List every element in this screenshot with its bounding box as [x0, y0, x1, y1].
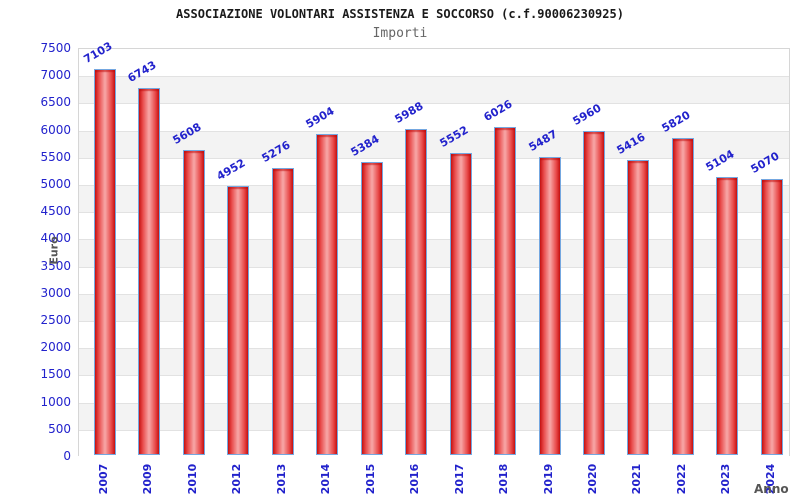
bar-2021 [627, 160, 650, 455]
x-tick-2016: 2016 [408, 463, 422, 495]
bar-2023 [716, 177, 739, 455]
bar-2017 [449, 152, 472, 455]
x-tick-2018: 2018 [497, 463, 511, 495]
bar-2014 [316, 133, 339, 455]
bar-2009 [138, 88, 161, 455]
x-tick-2009: 2009 [141, 463, 155, 495]
y-tick-7000: 7000 [40, 68, 71, 83]
x-tick-2021: 2021 [630, 463, 644, 495]
gridline [79, 76, 789, 78]
bar-2013 [271, 168, 294, 455]
bar-2016 [405, 129, 428, 455]
bar-2022 [671, 138, 694, 455]
bar-2010 [182, 149, 205, 455]
gridline [79, 130, 789, 132]
gridline [79, 266, 789, 268]
gridline [79, 375, 789, 377]
bar-2019 [538, 156, 561, 455]
y-tick-6000: 6000 [40, 122, 71, 137]
y-tick-6500: 6500 [40, 95, 71, 110]
y-tick-1500: 1500 [40, 367, 71, 382]
bar-2024 [760, 179, 783, 455]
x-tick-2007: 2007 [97, 463, 110, 495]
chart-subtitle: Importi [372, 26, 428, 41]
y-tick-2000: 2000 [40, 340, 71, 355]
bar-2007 [94, 68, 116, 455]
bar-2015 [360, 162, 383, 455]
gridline [79, 429, 789, 431]
bar-2018 [494, 127, 517, 455]
y-tick-3000: 3000 [40, 285, 71, 300]
y-tick-5500: 5500 [40, 149, 71, 164]
gridline [79, 103, 789, 105]
y-tick-4500: 4500 [40, 204, 71, 219]
y-tick-5000: 5000 [40, 177, 71, 191]
grid-band [79, 103, 789, 131]
bar-2012 [227, 185, 250, 455]
gridline [79, 321, 789, 322]
gridline [79, 239, 789, 241]
grid-band [79, 49, 789, 77]
gridline [79, 185, 789, 186]
grid-band [79, 76, 789, 104]
x-tick-2014: 2014 [319, 463, 333, 495]
gridline [79, 293, 789, 295]
y-tick-500: 500 [48, 421, 71, 436]
chart-title: ASSOCIAZIONE VOLONTARI ASSISTENZA E SOCC… [176, 7, 624, 21]
y-axis-title: Euro [47, 236, 61, 265]
gridline [79, 402, 789, 404]
y-tick-2500: 2500 [40, 313, 71, 327]
y-tick-3500: 3500 [40, 258, 71, 273]
bar-2020 [582, 130, 605, 455]
x-tick-2022: 2022 [674, 463, 688, 495]
plot-area: 7103 6743 5608 4952 5276 5904 5384 5988 5552 6026… [78, 39, 790, 457]
x-axis-title: Anno [754, 482, 789, 496]
gridline [79, 348, 789, 350]
y-tick-4000: 4000 [40, 231, 71, 246]
x-tick-2015: 2015 [363, 463, 377, 495]
gridline [79, 157, 789, 159]
x-tick-2017: 2017 [452, 463, 466, 495]
x-tick-2020: 2020 [585, 463, 599, 495]
x-tick-2010: 2010 [185, 463, 199, 495]
gridline [79, 212, 789, 214]
x-tick-2019: 2019 [541, 463, 555, 495]
y-tick-1000: 1000 [40, 394, 71, 409]
x-tick-2012: 2012 [230, 463, 244, 495]
x-tick-2023: 2023 [719, 463, 733, 495]
y-tick-7500: 7500 [40, 41, 71, 55]
y-tick-0: 0 [63, 449, 71, 463]
x-tick-2013: 2013 [274, 463, 288, 495]
